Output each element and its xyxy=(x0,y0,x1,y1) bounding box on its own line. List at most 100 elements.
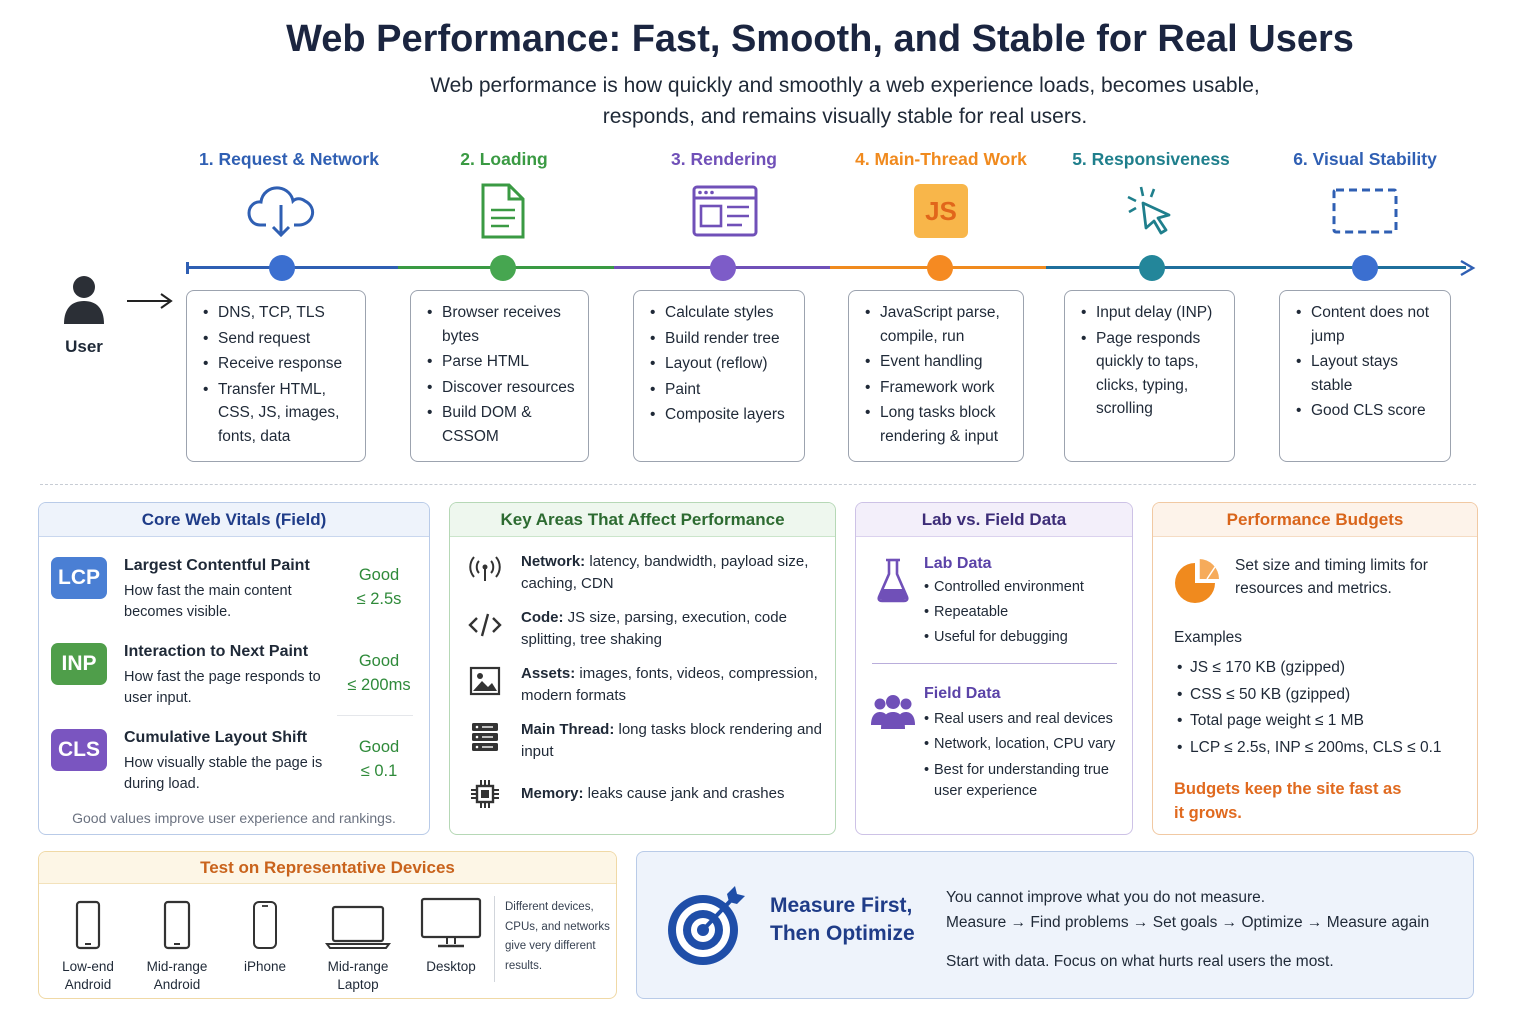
key-areas-card: Key Areas That Affect Performance Networ… xyxy=(449,502,836,835)
device-mid-range-android: Mid-range Android xyxy=(137,896,217,994)
device-desktop: Desktop xyxy=(411,896,491,976)
list-item: JavaScript parse, compile, run xyxy=(863,301,1013,348)
key-area-desc: latency, bandwidth, payload size, cachin… xyxy=(521,553,809,592)
key-area-text: Main Thread: long tasks block rendering … xyxy=(521,719,833,762)
list-item: Layout stays stable xyxy=(1294,350,1440,397)
list-item: Browser receives bytes xyxy=(425,301,578,348)
chip-icon xyxy=(466,776,504,812)
list-item: Discover resources xyxy=(425,376,578,400)
inp-badge: INP xyxy=(51,643,107,685)
list-item: Paint xyxy=(648,378,794,402)
server-icon xyxy=(466,719,504,755)
desktop-icon xyxy=(411,896,491,950)
threshold-value: ≤ 2.5s xyxy=(356,590,402,608)
stage-dot-3 xyxy=(710,255,736,281)
list-item: Network, location, CPU vary xyxy=(924,732,1124,757)
list-item: Long tasks block rendering & input xyxy=(863,401,1013,448)
user-icon xyxy=(62,274,106,331)
list-item: Parse HTML xyxy=(425,350,578,374)
section-divider xyxy=(40,484,1476,485)
metric-desc: How fast the page responds to user input… xyxy=(124,669,321,706)
list-item: Real users and real devices xyxy=(924,707,1124,732)
device-label: Desktop xyxy=(426,959,476,974)
list-item: Total page weight ≤ 1 MB xyxy=(1177,708,1442,735)
core-web-vitals-card: Core Web Vitals (Field) LCP Largest Cont… xyxy=(38,502,430,835)
list-item: Send request xyxy=(201,327,355,351)
list-item: LCP ≤ 2.5s, INP ≤ 200ms, CLS ≤ 0.1 xyxy=(1177,735,1442,762)
antenna-icon xyxy=(466,551,504,587)
pie-chart-icon xyxy=(1173,557,1221,610)
key-area-label: Network: xyxy=(521,553,586,570)
arrow-right-icon xyxy=(125,290,175,317)
examples-label: Examples xyxy=(1174,629,1243,646)
cursor-click-icon xyxy=(1111,180,1191,242)
key-area-text: Network: latency, bandwidth, payload siz… xyxy=(521,551,833,594)
stage-dot-2 xyxy=(490,255,516,281)
device-label: Low-end Android xyxy=(62,959,114,992)
stage-title-6: 6. Visual Stability xyxy=(1293,149,1437,169)
list-item: Event handling xyxy=(863,350,1013,374)
users-icon xyxy=(870,695,916,736)
cls-badge: CLS xyxy=(51,729,107,771)
good-label: Good xyxy=(358,738,400,756)
measure-first-card: Measure First, Then Optimize You cannot … xyxy=(636,851,1474,999)
field-data-list: Real users and real devices Network, loc… xyxy=(924,707,1124,802)
iphone-icon xyxy=(225,896,305,950)
stage-box-6: Content does not jump Layout stays stabl… xyxy=(1279,290,1451,462)
budgets-note: Budgets keep the site fast as it grows. xyxy=(1174,780,1402,822)
lab-field-divider xyxy=(872,663,1117,664)
key-area-text: Memory: leaks cause jank and crashes xyxy=(521,783,833,805)
list-item: Transfer HTML, CSS, JS, images, fonts, d… xyxy=(201,378,355,449)
key-area-text: Assets: images, fonts, videos, compressi… xyxy=(521,663,833,706)
user-label: User xyxy=(65,337,103,356)
list-item: Content does not jump xyxy=(1294,301,1440,348)
key-area-desc: long tasks block rendering and input xyxy=(521,721,822,760)
metric-name: Cumulative Layout Shift xyxy=(124,729,308,746)
metric-desc: How fast the main content becomes visibl… xyxy=(124,583,292,620)
list-item: DNS, TCP, TLS xyxy=(201,301,355,325)
key-area-label: Memory: xyxy=(521,785,584,802)
budgets-description: Set size and timing limits for resources… xyxy=(1235,557,1428,597)
metric-divider xyxy=(337,715,413,716)
stage-title-5: 5. Responsiveness xyxy=(1072,149,1230,169)
measure-heading-line-2: Then Optimize xyxy=(770,922,915,945)
device-mid-range-laptop: Mid-range Laptop xyxy=(318,896,398,994)
device-low-end-android: Low-end Android xyxy=(48,896,128,994)
timeline-arrowhead-icon xyxy=(1460,259,1476,277)
good-label: Good xyxy=(358,566,400,584)
devices-divider xyxy=(494,896,495,982)
good-label: Good xyxy=(358,652,400,670)
key-area-desc: leaks cause jank and crashes xyxy=(583,785,785,802)
metric-threshold: Good ≤ 200ms xyxy=(333,649,425,697)
key-area-label: Main Thread: xyxy=(521,721,615,738)
stage-dot-5 xyxy=(1139,255,1165,281)
key-area-label: Assets: xyxy=(521,665,576,682)
card-title: Key Areas That Affect Performance xyxy=(450,503,835,537)
flask-icon xyxy=(876,557,910,608)
card-title: Lab vs. Field Data xyxy=(856,503,1132,537)
threshold-value: ≤ 0.1 xyxy=(360,762,398,780)
list-item: Useful for debugging xyxy=(924,625,1084,650)
measure-heading-line-1: Measure First, xyxy=(770,894,913,917)
metric-cls: CLS Cumulative Layout Shift How visually… xyxy=(51,729,421,809)
list-item: Repeatable xyxy=(924,600,1084,625)
document-icon xyxy=(463,180,543,242)
device-label: iPhone xyxy=(243,959,287,974)
stage-box-1: DNS, TCP, TLS Send request Receive respo… xyxy=(186,290,366,462)
metric-inp: INP Interaction to Next Paint How fast t… xyxy=(51,643,421,723)
timeline-start-tick xyxy=(186,262,189,274)
list-item: CSS ≤ 50 KB (gzipped) xyxy=(1177,682,1442,709)
target-icon xyxy=(665,882,749,973)
browser-layout-icon xyxy=(685,180,765,242)
stage-title-2: 2. Loading xyxy=(460,149,548,169)
phone-icon xyxy=(48,896,128,950)
list-item: Layout (reflow) xyxy=(648,352,794,376)
devices-note: Different devices, CPUs, and networks gi… xyxy=(505,901,610,972)
list-item: JS ≤ 170 KB (gzipped) xyxy=(1177,655,1442,682)
stage-box-2: Browser receives bytes Parse HTML Discov… xyxy=(410,290,589,462)
measure-heading: Measure First, Then Optimize xyxy=(770,892,915,948)
metric-desc: How visually stable the page is during l… xyxy=(124,755,323,792)
laptop-icon xyxy=(318,896,398,950)
key-area-desc: images, fonts, videos, compression, mode… xyxy=(521,665,818,704)
list-item: Framework work xyxy=(863,376,1013,400)
